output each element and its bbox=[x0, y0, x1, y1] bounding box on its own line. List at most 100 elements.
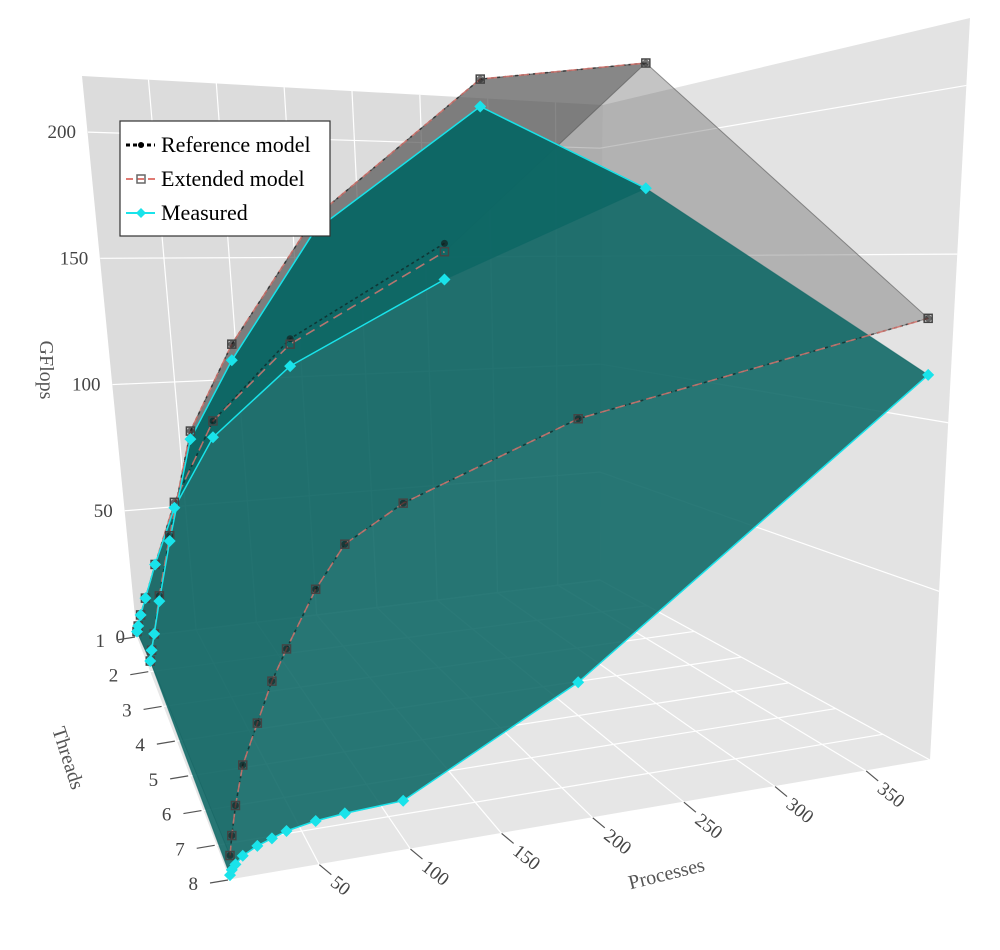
reference-point-256-2 bbox=[476, 75, 484, 83]
reference-point-384-8 bbox=[924, 314, 932, 322]
measured-point-256-1 bbox=[438, 273, 451, 286]
y-tick-8: 8 bbox=[189, 874, 199, 895]
measured-point-256-2 bbox=[474, 100, 487, 113]
reference-point-384-2 bbox=[642, 59, 650, 67]
x-tick-mark-50 bbox=[318, 864, 332, 876]
legend-marker-reference bbox=[138, 142, 144, 148]
measured-point-128-1 bbox=[284, 360, 297, 373]
measured-point-1-2 bbox=[144, 655, 157, 668]
extended-point-384-2 bbox=[641, 58, 651, 68]
z-axis-label: GFlops bbox=[35, 341, 57, 400]
measured-point-384-2 bbox=[639, 182, 652, 195]
extended-point-8-8 bbox=[238, 760, 248, 770]
reference-point-192-8 bbox=[574, 415, 582, 423]
x-tick-250: 250 bbox=[691, 810, 726, 844]
legend-label-reference: Reference model bbox=[161, 132, 311, 157]
x-tick-100: 100 bbox=[417, 856, 452, 890]
reference-point-32-2 bbox=[186, 427, 194, 435]
reference-point-48-8 bbox=[312, 585, 320, 593]
y-tick-mark-4 bbox=[156, 740, 175, 745]
extended-point-64-1 bbox=[208, 416, 218, 426]
reference-point-256-1 bbox=[440, 239, 448, 247]
measured-point-32-8 bbox=[280, 824, 293, 837]
measured-point-64-1 bbox=[206, 431, 219, 444]
measured-point-2-2 bbox=[145, 644, 158, 657]
y-tick-7: 7 bbox=[175, 839, 185, 860]
measured-point-16-1 bbox=[149, 558, 162, 571]
measured-point-2-1 bbox=[132, 620, 145, 633]
extended-point-2-8 bbox=[227, 830, 237, 841]
reference-point-32-8 bbox=[283, 645, 291, 653]
reference-point-1-8 bbox=[226, 852, 234, 859]
measured-point-64-8 bbox=[338, 807, 351, 820]
z-tick-150: 150 bbox=[60, 248, 89, 269]
legend-marker-measured bbox=[136, 208, 146, 218]
reference-point-128-1 bbox=[286, 335, 294, 343]
z-tick-200: 200 bbox=[48, 122, 77, 143]
y-tick-mark-5 bbox=[170, 775, 189, 780]
grid-line-z-right-200 bbox=[599, 84, 967, 149]
measured-point-8-8 bbox=[236, 849, 249, 862]
legend-marker-extended bbox=[136, 174, 146, 184]
y-tick-1: 1 bbox=[96, 631, 106, 652]
x-tick-mark-200 bbox=[592, 817, 606, 829]
legend-entry-reference: Reference model bbox=[126, 132, 311, 157]
y-tick-6: 6 bbox=[162, 805, 172, 826]
x-tick-150: 150 bbox=[509, 841, 544, 875]
extended-point-48-8 bbox=[310, 584, 321, 595]
legend-label-measured: Measured bbox=[161, 200, 248, 225]
y-tick-mark-8 bbox=[209, 879, 229, 884]
series-markers bbox=[131, 58, 935, 882]
extended-point-64-2 bbox=[227, 339, 237, 349]
x-tick-50: 50 bbox=[326, 872, 354, 900]
y-tick-2: 2 bbox=[109, 666, 119, 687]
extended-point-1-8 bbox=[225, 850, 235, 861]
z-tick-50: 50 bbox=[94, 501, 113, 522]
y-tick-4: 4 bbox=[135, 735, 145, 756]
reference-point-4-8 bbox=[231, 802, 239, 810]
x-tick-mark-350 bbox=[865, 770, 879, 782]
extended-point-256-1 bbox=[439, 246, 450, 257]
x-tick-mark-100 bbox=[410, 848, 423, 860]
reference-point-24-8 bbox=[268, 677, 276, 685]
extended-point-128-1 bbox=[285, 339, 295, 349]
y-tick-3: 3 bbox=[122, 700, 132, 721]
x-tick-350: 350 bbox=[873, 778, 908, 812]
x-tick-mark-250 bbox=[683, 801, 697, 813]
reference-point-96-8 bbox=[399, 499, 407, 507]
extended-point-256-2 bbox=[475, 74, 485, 84]
extended-point-384-8 bbox=[923, 313, 933, 324]
extended-point-64-8 bbox=[340, 539, 350, 549]
measured-line-threads-2 bbox=[149, 105, 647, 662]
y-tick-mark-6 bbox=[183, 809, 202, 815]
measured-point-96-8 bbox=[397, 794, 410, 807]
y-tick-mark-7 bbox=[196, 844, 215, 849]
y-tick-5: 5 bbox=[149, 770, 159, 791]
extended-point-96-8 bbox=[398, 498, 408, 508]
reference-point-64-1 bbox=[209, 417, 217, 425]
legend: Reference model Extended model Measured bbox=[119, 120, 331, 237]
measured-point-4-8 bbox=[229, 858, 242, 871]
legend-entry-extended: Extended model bbox=[126, 166, 305, 191]
grid-line-y-7 bbox=[216, 733, 883, 846]
y-tick-mark-2 bbox=[130, 671, 149, 676]
extended-point-24-8 bbox=[267, 676, 277, 686]
reference-point-16-8 bbox=[253, 719, 261, 727]
surfaces bbox=[136, 62, 930, 877]
legend-label-extended: Extended model bbox=[161, 166, 305, 191]
z-tick-100: 100 bbox=[72, 375, 101, 396]
z-tick-0: 0 bbox=[116, 627, 126, 648]
y-tick-mark-1 bbox=[116, 636, 136, 641]
measured-point-4-2 bbox=[148, 627, 161, 640]
x-tick-200: 200 bbox=[600, 825, 635, 859]
reference-point-2-8 bbox=[228, 832, 236, 840]
extended-point-16-8 bbox=[252, 718, 263, 728]
grid-line-y-8 bbox=[229, 759, 931, 881]
legend-entry-measured: Measured bbox=[126, 200, 248, 225]
x-tick-mark-300 bbox=[774, 786, 788, 798]
extended-point-4-8 bbox=[230, 800, 241, 811]
reference-point-64-2 bbox=[228, 340, 236, 348]
reference-point-8-8 bbox=[239, 761, 247, 769]
measured-point-16-2 bbox=[163, 535, 176, 548]
